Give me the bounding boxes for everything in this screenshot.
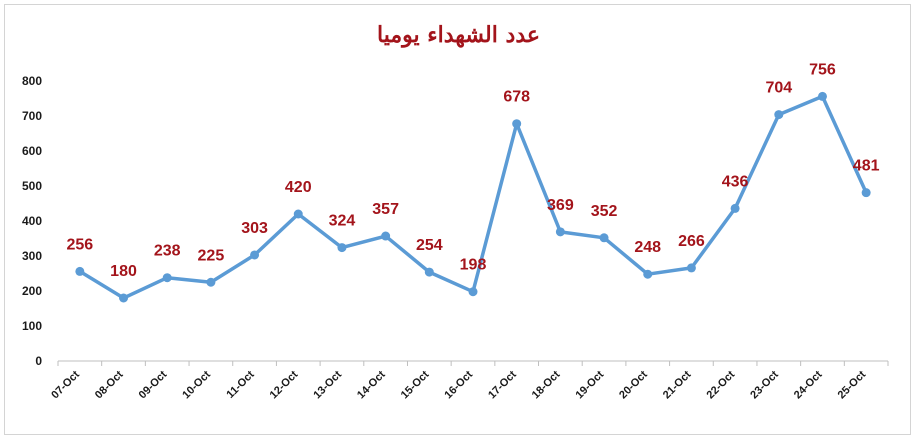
y-tick-label: 600 (22, 144, 42, 158)
data-label: 352 (591, 203, 618, 220)
x-tick-label: 23-Oct (748, 368, 781, 401)
data-label: 254 (416, 237, 443, 254)
x-tick-label: 09-Oct (137, 368, 170, 401)
y-axis: 0 100 200 300 400 500 600 700 800 (22, 74, 42, 368)
data-label: 704 (765, 80, 792, 97)
data-point (730, 203, 740, 213)
data-point (512, 119, 522, 129)
data-label: 248 (634, 239, 661, 256)
x-axis: 07-Oct 08-Oct 09-Oct 10-Oct 11-Oct 12-Oct 13-O… (49, 368, 868, 401)
x-tick-label: 21-Oct (661, 368, 694, 401)
x-tick-label: 14-Oct (355, 368, 388, 401)
x-tick-label: 08-Oct (93, 368, 126, 401)
y-tick-label: 500 (22, 179, 42, 193)
x-tick-label: 16-Oct (442, 368, 475, 401)
y-tick-label: 200 (22, 284, 42, 298)
data-point (599, 233, 609, 243)
y-tick-label: 400 (22, 214, 42, 228)
data-label: 678 (503, 89, 530, 106)
y-tick-label: 800 (22, 74, 42, 88)
data-label: 198 (460, 257, 487, 274)
data-labels: 256 180 238 225 303 420 324 357 254 198 678 369 352 2… (66, 61, 879, 280)
x-tick-label: 18-Oct (530, 368, 563, 401)
y-tick-label: 300 (22, 249, 42, 263)
data-point (337, 243, 347, 253)
data-point (381, 231, 391, 241)
data-point (206, 277, 216, 287)
data-points (75, 91, 871, 303)
x-tick-label: 20-Oct (617, 368, 650, 401)
data-point (468, 287, 478, 297)
data-point (643, 269, 653, 279)
data-point (817, 91, 827, 101)
data-label: 369 (547, 197, 574, 214)
data-label: 225 (198, 247, 225, 264)
x-tick-label: 19-Oct (573, 368, 606, 401)
data-point (424, 267, 434, 277)
chart-title: عدد الشهداء يوميا (377, 22, 540, 48)
data-label: 481 (853, 158, 880, 175)
y-tick-label: 100 (22, 319, 42, 333)
x-tick-label: 25-Oct (836, 368, 869, 401)
y-tick-label: 0 (35, 354, 42, 368)
x-tick-label: 07-Oct (49, 368, 82, 401)
x-tick-label: 15-Oct (399, 368, 432, 401)
data-point (162, 273, 172, 283)
data-point (555, 227, 565, 237)
data-point (774, 110, 784, 120)
y-tick-label: 700 (22, 109, 42, 123)
x-tick-label: 12-Oct (268, 368, 301, 401)
x-tick-label: 13-Oct (311, 368, 344, 401)
data-point (250, 250, 260, 260)
x-tick-label: 24-Oct (792, 368, 825, 401)
data-label: 357 (372, 201, 399, 218)
x-tick-label: 22-Oct (705, 368, 738, 401)
x-tick-label: 10-Oct (180, 368, 213, 401)
data-label: 436 (722, 173, 749, 190)
data-point (293, 209, 303, 219)
data-label: 756 (809, 61, 836, 78)
data-point (119, 293, 129, 303)
data-label: 180 (110, 263, 137, 280)
data-label: 420 (285, 179, 312, 196)
data-label: 238 (154, 243, 181, 260)
data-label: 266 (678, 233, 705, 250)
chart-frame (4, 4, 911, 435)
data-label: 256 (66, 236, 93, 253)
data-label: 303 (241, 220, 268, 237)
x-tick-label: 17-Oct (486, 368, 519, 401)
data-point (861, 188, 871, 198)
data-point (686, 263, 696, 273)
data-label: 324 (329, 213, 356, 230)
x-tick-label: 11-Oct (224, 368, 257, 401)
data-point (75, 266, 85, 276)
x-axis-tick-marks (57, 361, 889, 366)
